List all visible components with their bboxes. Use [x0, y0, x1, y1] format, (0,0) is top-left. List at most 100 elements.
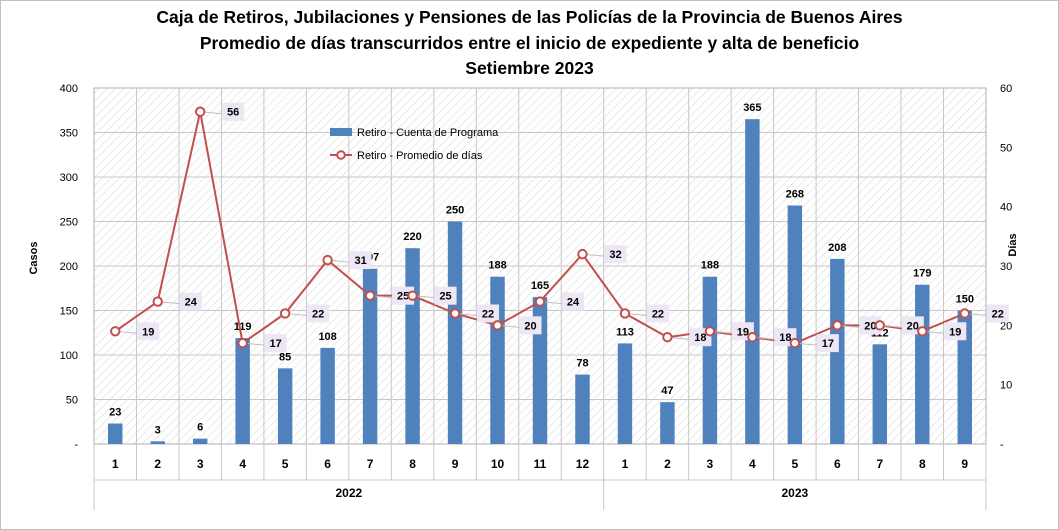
bar [745, 119, 760, 445]
data-label-box [816, 334, 839, 353]
bar-data-label: 23 [109, 407, 121, 419]
y-right-tick-label: 40 [1000, 202, 1012, 214]
y-left-tick-label: - [74, 439, 78, 451]
y-right-tick-label: 20 [1000, 320, 1012, 332]
data-label-box [562, 292, 584, 311]
bar-data-label: 250 [446, 205, 464, 217]
bar-data-label: 188 [488, 260, 506, 272]
line-data-label: 18 [694, 332, 706, 344]
x-tick-label: 4 [239, 457, 246, 471]
bar-data-label: 6 [197, 422, 203, 434]
y-right-axis-title: Días [1007, 233, 1019, 256]
data-label-box [986, 304, 1009, 323]
line-data-label: 22 [482, 308, 494, 320]
bar-data-label: 188 [701, 260, 719, 272]
data-label-box [944, 322, 967, 341]
x-tick-label: 3 [197, 457, 204, 471]
line-data-label: 24 [185, 297, 198, 309]
data-label-box [519, 316, 542, 335]
x-tick-label: 1 [622, 457, 629, 471]
x-tick-label: 4 [749, 457, 756, 471]
bar [320, 347, 335, 444]
line-marker [364, 290, 376, 301]
y-right-tick-label: 50 [1000, 142, 1012, 154]
data-label-box [392, 286, 415, 305]
line-marker [747, 332, 758, 343]
line-data-label: 25 [439, 291, 451, 303]
bar [957, 310, 972, 444]
line-marker [110, 326, 121, 337]
line-data-label: 19 [737, 326, 749, 338]
x-tick-label: 12 [576, 457, 590, 471]
bar-data-label: 179 [913, 268, 931, 280]
y-left-tick-label: 100 [60, 350, 78, 362]
y-left-tick-label: 250 [60, 217, 78, 229]
line-marker [704, 326, 716, 337]
line-data-label: 24 [567, 297, 580, 309]
legend-swatch-marker [336, 150, 346, 160]
y-left-tick-label: 150 [60, 306, 78, 318]
line-marker [577, 248, 588, 260]
x-tick-label: 7 [876, 457, 883, 471]
x-tick-label: 8 [409, 457, 416, 471]
line-marker [152, 296, 163, 307]
bar [915, 284, 930, 444]
bar-data-label: 165 [531, 280, 549, 292]
bar-data-label: 3 [155, 424, 161, 436]
line-data-label: 22 [992, 308, 1004, 320]
line-marker [619, 308, 631, 319]
bar-data-label: 208 [828, 242, 846, 254]
chart-title-line-3: Setiembre 2023 [465, 58, 594, 78]
line-marker [492, 320, 503, 331]
bar-data-label: 365 [743, 102, 761, 114]
line-marker [959, 308, 970, 319]
y-right-tick-label: - [1000, 439, 1004, 451]
line-marker [874, 320, 886, 331]
x-tick-label: 2 [664, 457, 671, 471]
x-tick-label: 9 [961, 457, 968, 471]
line-data-label: 56 [227, 107, 239, 119]
y-left-tick-label: 300 [60, 172, 78, 184]
chart-title-line-2: Promedio de días transcurridos entre el … [199, 33, 860, 53]
bar [150, 441, 165, 444]
legend-swatch-bar [330, 128, 352, 136]
bar [405, 248, 420, 444]
line-data-label: 22 [312, 308, 324, 320]
y-right-tick-label: 30 [1000, 261, 1012, 273]
bar [660, 402, 675, 444]
data-label-box [349, 251, 372, 270]
bar [447, 221, 463, 444]
line-data-label: 20 [524, 320, 536, 332]
line-data-label: 20 [864, 320, 876, 332]
bar-data-label: 220 [403, 231, 421, 243]
line-data-label: 31 [354, 255, 366, 267]
y-left-tick-label: 200 [60, 261, 78, 273]
y-left-axis-title: Casos [28, 241, 40, 274]
line-marker [279, 308, 291, 319]
line-marker [407, 290, 418, 301]
line-marker [662, 332, 673, 343]
bar-data-label: 108 [318, 331, 336, 343]
data-label-box [137, 322, 160, 341]
bar-data-label: 47 [661, 385, 673, 397]
data-label-box [646, 304, 669, 323]
line-marker [322, 254, 333, 266]
line-marker [449, 308, 461, 319]
x-tick-label: 5 [792, 457, 799, 471]
x-tick-label: 6 [324, 457, 331, 471]
legend-label: Retiro - Cuenta de Programa [357, 127, 499, 139]
x-tick-label: 2 [154, 457, 161, 471]
bar [872, 344, 888, 444]
bar [787, 205, 803, 444]
bar-data-label: 78 [576, 358, 588, 370]
y-left-tick-label: 350 [60, 128, 78, 140]
x-tick-label: 3 [707, 457, 714, 471]
bar-data-label: 85 [279, 351, 291, 363]
data-label-box [307, 304, 330, 323]
bar-data-label: 268 [786, 188, 804, 200]
data-label-box [179, 292, 202, 311]
line-data-label: 20 [907, 320, 919, 332]
line-data-label: 19 [949, 326, 961, 338]
bar [277, 368, 293, 444]
